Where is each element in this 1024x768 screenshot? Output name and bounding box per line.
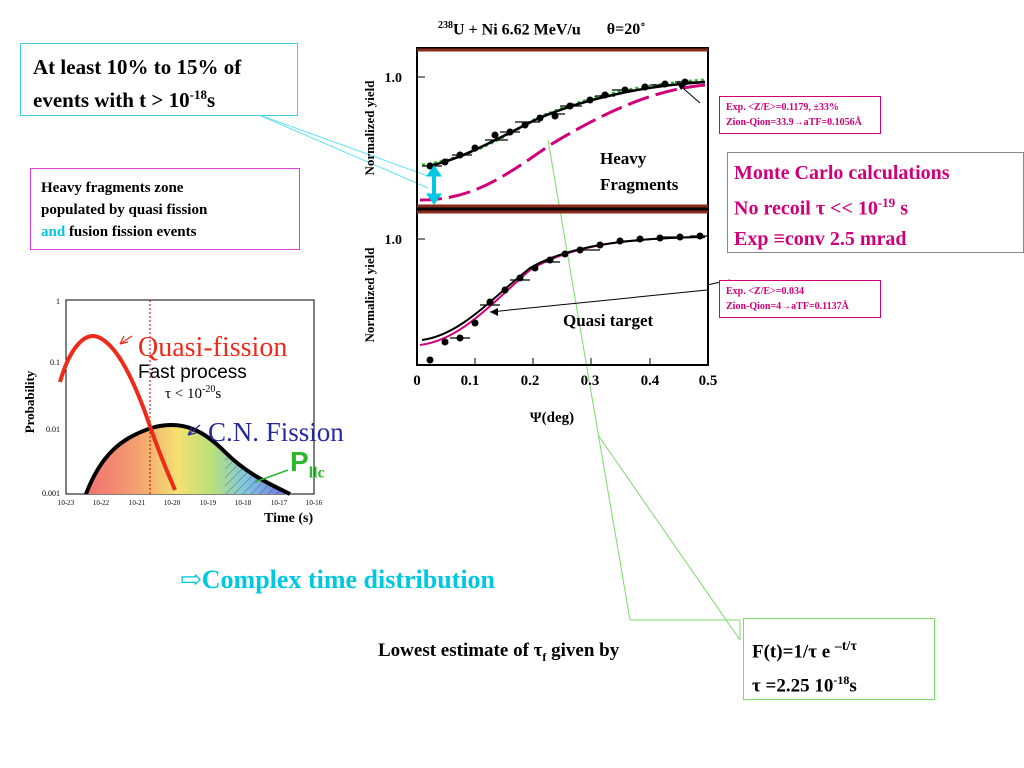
main-plot: 1.0 1.0 0 0.1 0.2 0.3 0.4 0.5 Ψ(deg) Nor…	[362, 47, 730, 426]
quasi-data-points	[426, 232, 704, 364]
callout-line-2: events with t > 10-18s	[33, 87, 216, 112]
exp1-line-1: Exp. <Z/E>=0.1179, ±33%	[726, 102, 839, 113]
zone-line-2: populated by quasi fission	[41, 202, 208, 218]
prob-xlabel: Time (s)	[264, 511, 314, 526]
upper-panel-frame	[416, 47, 709, 209]
formula-line-1: F(t)=1/τ e –t/τ	[752, 639, 857, 663]
exp2-line-1: Exp. <Z/E>=0.034	[726, 286, 804, 297]
quasi-error-bars	[450, 235, 708, 339]
prob-ytick-2: 0.1	[50, 358, 60, 367]
prob-xtick-7: 10-17	[271, 499, 288, 507]
formula-line-2: τ =2.25 10-18s	[752, 673, 857, 697]
upper-ytick: 1.0	[385, 71, 403, 86]
callout-line-1: At least 10% to 15% of	[33, 55, 242, 79]
prob-ytick-4: 0.001	[42, 489, 60, 498]
prob-ytick-1: 1	[56, 297, 60, 306]
heavy-fragments-label: Heavy Fragments	[600, 149, 679, 194]
main-xtick-5: 0.4	[641, 373, 660, 389]
tau-label: τ < 10-20s	[165, 384, 222, 402]
complex-time-heading: ⇨Complex time distribution	[180, 565, 496, 594]
main-xlabel: Ψ(deg)	[530, 410, 574, 426]
zone-line-1: Heavy fragments zone	[41, 180, 184, 196]
lower-ylabel: Normalized yield	[362, 247, 377, 343]
p-llc-label: Pllc	[290, 446, 325, 482]
main-xtick-2: 0.1	[461, 373, 480, 389]
prob-xtick-4: 10-20	[164, 499, 181, 507]
exp-box-2: Exp. <Z/E>=0.034 Zion-Qion=4→aTF=0.1137Å	[719, 280, 881, 318]
mc-line-2: No recoil τ << 10-19 s	[734, 195, 908, 220]
main-xtick-3: 0.2	[521, 373, 540, 389]
probability-plot: 1 0.1 0.01 0.001 10-23 10-22 10-21 10-20…	[22, 297, 323, 507]
zone-line-3: and fusion fission events	[41, 224, 197, 240]
prob-xtick-6: 10-18	[235, 499, 252, 507]
lower-panel-frame	[416, 209, 709, 366]
quasi-data-line	[421, 236, 706, 341]
p-llc-hatch	[225, 452, 290, 494]
cn-fission-label: C.N. Fission	[208, 417, 344, 447]
main-xtick-6: 0.5	[699, 373, 718, 389]
prob-xtick-2: 10-22	[93, 499, 110, 507]
quasi-target-label: Quasi target	[563, 311, 654, 330]
main-xtick-1: 0	[413, 373, 421, 389]
prob-ytick-3: 0.01	[46, 425, 60, 434]
prob-ylabel: Probability	[22, 370, 37, 433]
heavy-magenta-curve	[419, 83, 706, 202]
upper-ylabel: Normalized yield	[362, 80, 377, 176]
zone-box: Heavy fragments zone populated by quasi …	[30, 168, 300, 250]
formula-box: F(t)=1/τ e –t/τ τ =2.25 10-18s	[743, 618, 935, 700]
quasi-fission-label: Quasi-fission	[138, 332, 288, 363]
exp-box-1: Exp. <Z/E>=0.1179, ±33% Zion-Qion=33.9→a…	[719, 96, 881, 134]
mc-line-3: Exp ≡conv 2.5 mrad	[734, 227, 907, 250]
callout-top: At least 10% to 15% of events with t > 1…	[20, 43, 298, 116]
exp1-line-2: Zion-Qion=33.9→aTF=0.1056Å	[726, 117, 862, 128]
prob-xtick-8: 10-16	[306, 499, 323, 507]
prob-xtick-3: 10-21	[129, 499, 146, 507]
main-plot-title: 238U + Ni 6.62 MeV/u θ=20˚	[438, 20, 646, 39]
heavy-error-bars	[422, 81, 695, 167]
mc-line-1: Monte Carlo calculations	[734, 162, 950, 184]
cn-fission-curve	[84, 422, 291, 496]
lowest-estimate-text: Lowest estimate of τf given by	[378, 640, 620, 664]
prob-xtick-1: 10-23	[58, 499, 75, 507]
cn-arrow	[187, 424, 201, 436]
cyan-double-arrow	[426, 165, 442, 205]
prob-xtick-5: 10-19	[200, 499, 217, 507]
monte-carlo-box: Monte Carlo calculations No recoil τ << …	[727, 152, 1024, 253]
fast-process-label: Fast process	[138, 362, 247, 383]
qf-arrow	[119, 335, 133, 345]
main-xtick-4: 0.3	[581, 373, 600, 389]
quasi-fission-curve	[58, 334, 177, 491]
pllc-arrow	[254, 469, 289, 483]
lower-ytick: 1.0	[385, 233, 403, 248]
exp2-line-2: Zion-Qion=4→aTF=0.1137Å	[726, 301, 849, 312]
